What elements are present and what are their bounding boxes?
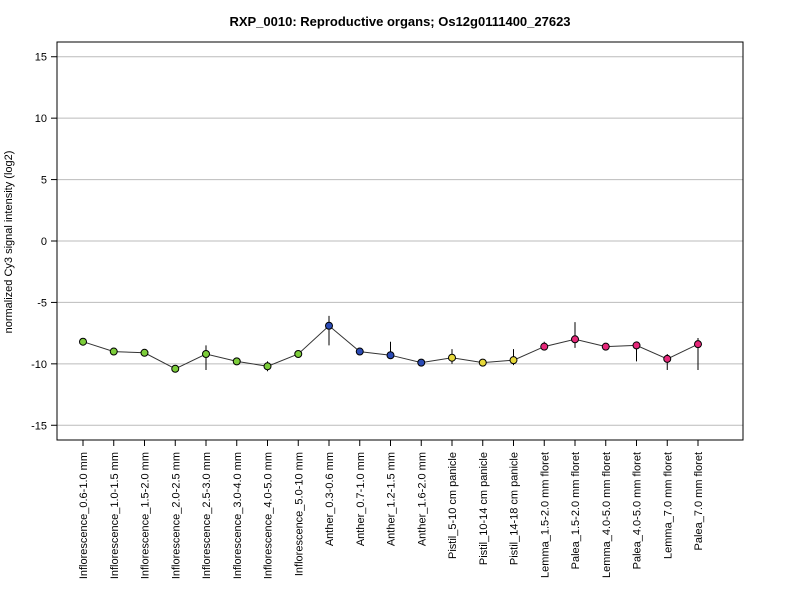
x-tick-label: Lemma_4.0-5.0 mm floret [601, 452, 613, 578]
data-point [263, 362, 272, 371]
x-tick-label: Anther_0.7-1.0 mm [355, 452, 367, 546]
x-tick-label: Inflorescence_2.0-2.5 mm [170, 452, 182, 579]
grid-lines [57, 56, 743, 426]
data-point [694, 340, 702, 349]
y-tick-label: 10 [35, 113, 47, 125]
x-tick-label: Palea_7.0 mm floret [693, 452, 705, 550]
x-tick-label: Inflorescence_3.0-4.0 mm [232, 452, 244, 579]
data-point [171, 364, 180, 373]
data-point [355, 347, 364, 356]
plot-frame [56, 41, 744, 441]
x-tick-label: Lemma_7.0 mm floret [662, 452, 674, 559]
data-point [140, 348, 149, 357]
data-point [663, 354, 672, 363]
data-point [109, 347, 118, 356]
x-axis: Inflorescence_0.6-1.0 mm Inflorescence_1.… [78, 440, 705, 579]
x-tick-label: Pistil_5-10 cm panicle [447, 452, 459, 559]
y-tick-label: -10 [31, 359, 47, 371]
data-point [232, 357, 241, 366]
y-tick-label: -5 [37, 297, 47, 309]
data-point [601, 342, 610, 351]
data-point [417, 358, 426, 367]
x-tick-label: Inflorescence_5.0-10 mm [293, 452, 305, 576]
x-tick-label: Palea_1.5-2.0 mm floret [570, 452, 582, 569]
data-point [325, 321, 333, 330]
x-tick-label: Pistil_10-14 cm panicle [478, 452, 490, 565]
data-point [540, 342, 549, 351]
data-point [632, 341, 641, 350]
x-tick-label: Anther_0.3-0.6 mm [324, 452, 336, 546]
x-tick-label: Inflorescence_0.6-1.0 mm [78, 452, 90, 579]
x-tick-label: Anther_1.2-1.5 mm [386, 452, 398, 546]
x-tick-label: Pistil_14-18 cm panicle [509, 452, 521, 565]
data-point [448, 353, 456, 362]
x-tick-label: Anther_1.6-2.0 mm [416, 452, 428, 546]
data-point [294, 350, 303, 359]
y-tick-label: 0 [41, 236, 47, 248]
x-tick-label: Inflorescence_4.0-5.0 mm [263, 452, 275, 579]
y-tick-label: 5 [41, 175, 47, 187]
x-tick-label: Lemma_1.5-2.0 mm floret [539, 452, 551, 578]
y-tick-label: -15 [31, 420, 47, 432]
data-point [386, 351, 395, 360]
chart-title: RXP_0010: Reproductive organs; Os12g0111… [229, 14, 570, 29]
x-tick-label: Inflorescence_1.0-1.5 mm [109, 452, 121, 579]
data-point [79, 337, 87, 346]
data-point [571, 335, 579, 344]
data-point [509, 356, 518, 365]
x-tick-label: Inflorescence_2.5-3.0 mm [201, 452, 213, 579]
y-tick-label: 15 [35, 52, 47, 64]
data-points [79, 321, 702, 373]
data-point [478, 358, 487, 367]
data-point [202, 350, 210, 359]
x-tick-label: Palea_4.0-5.0 mm floret [632, 452, 644, 569]
y-axis: -15 -10 -5 0 5 10 15 [31, 42, 58, 440]
x-tick-label: Inflorescence_1.5-2.0 mm [140, 452, 152, 579]
y-axis-label: normalized Cy3 signal intensity (log2) [3, 151, 15, 334]
